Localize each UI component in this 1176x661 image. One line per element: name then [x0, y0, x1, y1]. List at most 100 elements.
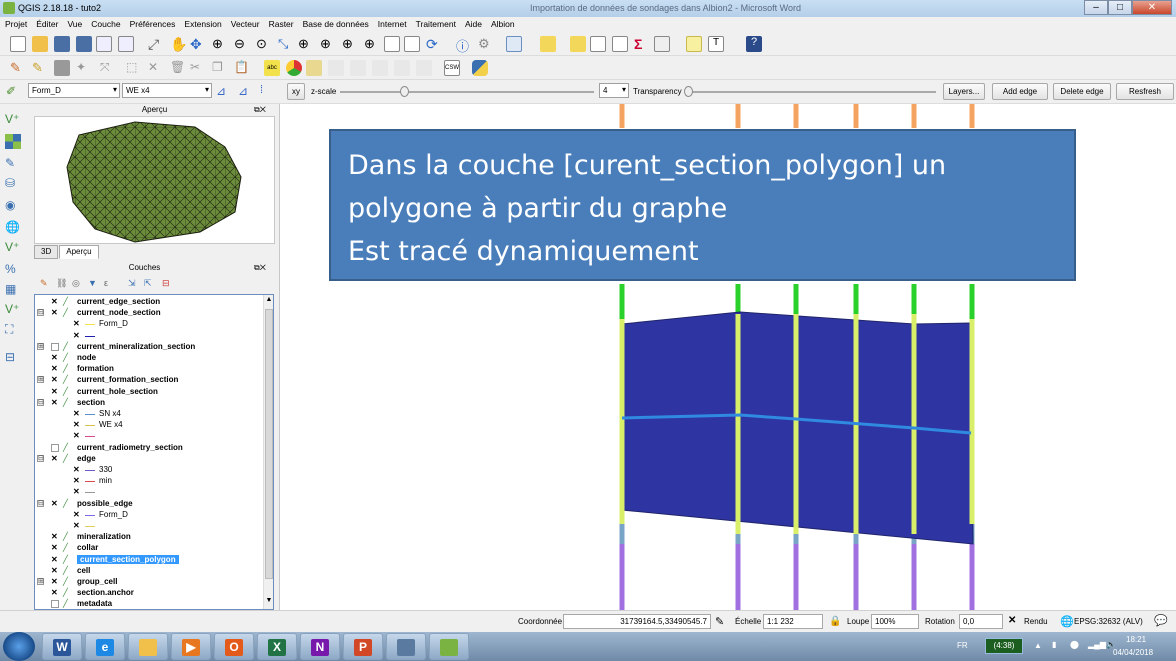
outlook-app-button[interactable]: O [214, 633, 254, 660]
menu-vue[interactable]: Vue [67, 19, 83, 29]
tab-apercu[interactable]: Aperçu [59, 245, 99, 259]
layer-visibility-checkbox[interactable]: ✕ [51, 308, 58, 318]
filter-expression-icon[interactable]: ε [104, 278, 109, 288]
layer-row[interactable]: ⊟ ✕ ╱ section [35, 398, 263, 409]
powerpoint-app-button[interactable]: P [343, 633, 383, 660]
python-console-icon[interactable] [472, 60, 488, 76]
csw-icon[interactable]: CSW [444, 60, 460, 76]
layer-name[interactable]: Form_D [99, 509, 128, 519]
ie-app-button[interactable]: e [85, 633, 125, 660]
layer-visibility-checkbox[interactable]: ✕ [51, 498, 58, 508]
add-feature-icon[interactable]: ✦ [76, 60, 87, 74]
layer-visibility-checkbox[interactable] [51, 443, 59, 452]
menu-preferences[interactable]: Préférences [129, 19, 176, 29]
clock-time[interactable]: 18:21 [1126, 635, 1147, 644]
add-virtual-layer-icon[interactable]: ▦ [5, 282, 17, 296]
battery-indicator[interactable]: (4:38) [985, 638, 1023, 654]
overview-panel-float-close-icon[interactable]: ⧉✕ [254, 105, 266, 114]
layer-name[interactable]: SN x4 [99, 409, 121, 418]
text-annotation-icon[interactable]: T [708, 36, 724, 52]
layer-row[interactable]: ╱ metadata [35, 599, 263, 610]
layer-visibility-checkbox[interactable]: ✕ [51, 453, 58, 463]
menu-base-de-donnees[interactable]: Base de données [302, 19, 369, 29]
rotate-label-icon[interactable] [394, 60, 410, 76]
layer-visibility-checkbox[interactable]: ✕ [73, 487, 80, 497]
collapse-all-icon[interactable]: ⇱ [144, 278, 152, 288]
layers-button[interactable]: Layers... [943, 83, 985, 100]
overview-map[interactable] [34, 116, 275, 244]
maximize-button[interactable]: □ [1108, 0, 1132, 15]
action-icon[interactable]: ⚙ [478, 36, 490, 51]
help-icon[interactable]: ? [746, 36, 762, 52]
layer-row[interactable]: ✕ [35, 331, 263, 342]
delete-edge-button[interactable]: Delete edge [1053, 83, 1111, 100]
layer-visibility-checkbox[interactable]: ✕ [51, 353, 58, 362]
crs-label[interactable]: EPSG:32632 (ALV) [1074, 617, 1143, 626]
layer-visibility-checkbox[interactable] [51, 342, 59, 351]
layer-row[interactable]: ✕ ╱ current_hole_section [35, 387, 263, 398]
layer-visibility-checkbox[interactable]: ✕ [73, 420, 80, 430]
remove-layer-icon[interactable]: ⊟ [162, 278, 170, 288]
layer-row[interactable]: ✕ ╱ current_section_polygon [35, 554, 263, 566]
add-wfs-icon[interactable]: V⁺ [5, 240, 20, 254]
move-feature-icon[interactable]: ⤧ [100, 60, 110, 74]
layer-name[interactable]: edge [77, 453, 96, 463]
layer-row[interactable]: ⊟ ✕ ╱ possible_edge [35, 499, 263, 510]
zscale-slider-thumb[interactable] [399, 86, 409, 97]
formation-select[interactable]: Form_D [28, 83, 120, 98]
layer-expander-icon[interactable]: ⊟ [37, 398, 44, 406]
clock-date[interactable]: 04/04/2018 [1113, 648, 1154, 657]
new-print-composer-icon[interactable] [96, 36, 112, 52]
zoom-last-icon[interactable]: ⊕ [342, 36, 353, 51]
add-spatialite-icon[interactable]: ✎ [5, 156, 16, 170]
minimize-button[interactable]: – [1084, 0, 1108, 15]
section-select[interactable]: WE x4 [122, 83, 212, 98]
layer-name[interactable]: current_mineralization_section [77, 341, 196, 351]
layer-visibility-checkbox[interactable]: ✕ [73, 409, 80, 418]
volume-icon[interactable]: 🔈 [1106, 640, 1116, 649]
layer-row[interactable]: ✕ [35, 431, 263, 442]
layer-name[interactable]: formation [77, 364, 114, 374]
deselect-icon[interactable] [570, 36, 586, 52]
add-group-icon[interactable]: ⛓ [56, 278, 68, 288]
bookmarks-icon[interactable] [404, 36, 420, 52]
menu-traitement[interactable]: Traitement [415, 19, 456, 29]
section-line-icon[interactable]: ⁞ [260, 84, 264, 96]
layer-visibility-checkbox[interactable]: ✕ [51, 588, 58, 598]
language-indicator[interactable]: FR [957, 641, 968, 650]
layer-name[interactable]: current_formation_section [77, 375, 179, 385]
layer-expander-icon[interactable]: ⊞ [37, 578, 44, 585]
layer-expander-icon[interactable]: ⊟ [37, 454, 44, 462]
signal-icon[interactable]: ▂▄▆ [1088, 640, 1106, 649]
zscale-spinbox[interactable]: 4 [599, 83, 629, 98]
layer-name[interactable]: possible_edge [77, 498, 133, 508]
zoom-native-icon[interactable]: ⊙ [256, 36, 267, 51]
layer-labeling-icon[interactable] [306, 60, 322, 76]
layer-row[interactable]: ✕ WE x4 [35, 420, 263, 431]
previous-section-icon[interactable]: ⊿ [216, 84, 227, 98]
layer-row[interactable]: ✕ Form_D [35, 319, 263, 330]
scale-field[interactable]: 1:1 232 [763, 614, 823, 629]
layer-row[interactable]: ✕ Form_D [35, 510, 263, 521]
layer-visibility-checkbox[interactable]: ✕ [51, 397, 58, 407]
layer-row[interactable]: ✕ ╱ collar [35, 543, 263, 554]
layer-name[interactable]: current_hole_section [77, 386, 158, 396]
zoom-in-icon[interactable]: ⊕ [212, 36, 223, 51]
add-edge-button[interactable]: Add edge [992, 83, 1048, 100]
start-button-icon[interactable] [3, 632, 35, 661]
layer-row[interactable]: ✕ SN x4 [35, 409, 263, 420]
add-delimited-text-icon[interactable]: % [5, 262, 16, 276]
add-mssql-icon[interactable]: ◉ [5, 198, 16, 212]
remote-desktop-app-button[interactable] [386, 633, 426, 660]
layer-name[interactable]: WE x4 [99, 420, 123, 430]
delete-selected-icon[interactable]: ✕ [148, 60, 159, 74]
layer-visibility-checkbox[interactable]: ✕ [51, 375, 58, 385]
layer-name[interactable]: Form_D [99, 319, 128, 329]
tray-expand-icon[interactable]: ▲ [1034, 641, 1042, 650]
layer-row[interactable]: ✕ [35, 487, 263, 498]
rotation-field[interactable]: 0,0 [959, 614, 1003, 629]
expand-all-icon[interactable]: ⇲ [128, 278, 136, 288]
scrollbar-thumb[interactable] [265, 309, 273, 579]
layer-row[interactable]: ✕ ╱ formation [35, 364, 263, 375]
move-label-icon[interactable] [372, 60, 388, 76]
